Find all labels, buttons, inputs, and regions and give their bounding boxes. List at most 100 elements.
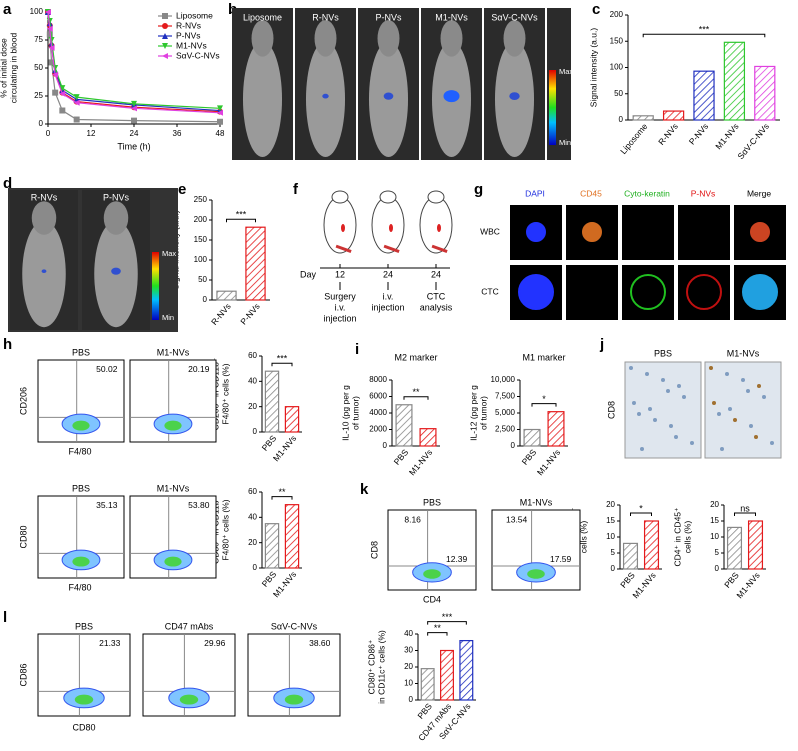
colorbar-min: Min: [559, 138, 571, 147]
y-axis-label: in CD11c⁺ cells (%): [376, 630, 386, 704]
column-label: Cyto-keratin: [624, 188, 670, 198]
mouse-body: [22, 220, 66, 328]
x-tick-label: PBS: [618, 570, 637, 590]
density-core: [72, 420, 90, 431]
step-label: i.v.: [383, 291, 394, 301]
legend-marker: [162, 53, 168, 59]
y-axis-label: CD206: [18, 387, 28, 415]
micrograph: [566, 265, 618, 320]
y-tick-label: 20: [710, 500, 719, 509]
density-core: [164, 556, 182, 567]
x-tick-label: M1-NVs: [713, 121, 740, 151]
y-tick-label: 150: [610, 36, 624, 45]
x-tick-label: 24: [130, 129, 139, 138]
nucleus: [640, 447, 644, 451]
x-axis-label: CD4: [423, 594, 441, 604]
y-tick-label: 25: [34, 91, 43, 100]
x-axis-label: CD80: [72, 722, 95, 732]
bar: [547, 411, 565, 447]
image-label: P-NVs: [375, 12, 402, 22]
significance-bracket: [427, 632, 448, 636]
y-tick-label: 8000: [369, 375, 387, 384]
plot-title: CD47 mAbs: [165, 621, 214, 631]
marker: [59, 107, 66, 114]
row-label: CTC: [481, 286, 498, 296]
x-axis-label: Time (h): [117, 141, 150, 151]
y-tick-label: 50: [614, 89, 623, 98]
step-label: Surgery: [324, 291, 356, 301]
y-tick-label: 15: [606, 516, 615, 525]
y-tick-label: 20: [248, 402, 257, 411]
series-line: [47, 11, 221, 114]
significance-bracket: [271, 362, 293, 367]
significance-bracket: [734, 512, 756, 516]
x-axis-label: F4/80: [68, 582, 91, 592]
plot-title: SαV-C-NVs: [271, 621, 318, 631]
y-tick-label: 0: [253, 563, 258, 572]
marker: [217, 118, 223, 125]
y-axis-label: CD80: [18, 525, 28, 548]
nucleus: [653, 418, 657, 422]
marker: [217, 105, 223, 112]
nucleus: [725, 372, 729, 376]
bar: [723, 41, 746, 121]
x-tick-label: 0: [46, 129, 51, 138]
nucleus: [712, 401, 716, 405]
image-label: M1-NVs: [435, 12, 468, 22]
column-label: DAPI: [525, 188, 545, 198]
bar: [747, 520, 764, 570]
histology: [624, 361, 702, 459]
x-tick-label: 12: [87, 129, 96, 138]
y-axis-label: F4/80⁺ cells (%): [220, 363, 230, 424]
y-tick-label: 75: [34, 35, 43, 44]
x-tick-label: 48: [216, 129, 225, 138]
step-label: analysis: [420, 302, 453, 312]
image-label: R-NVs: [312, 12, 339, 22]
mouse-head: [377, 20, 400, 57]
cell: [526, 222, 546, 242]
marker: [73, 94, 80, 101]
nucleus: [757, 384, 761, 388]
marker: [131, 100, 137, 107]
plot-title: PBS: [72, 483, 90, 493]
mouse-head: [103, 201, 129, 235]
syringe: [383, 244, 400, 253]
plot-title: PBS: [75, 621, 93, 631]
nucleus: [682, 395, 686, 399]
cell: [630, 274, 666, 310]
nucleus: [754, 435, 758, 439]
y-axis-label: circulating in blood: [8, 33, 18, 104]
legend-label: Liposome: [176, 10, 213, 20]
mouse-body: [242, 41, 283, 157]
plot-title: PBS: [423, 497, 441, 507]
y-tick-label: 100: [30, 7, 44, 16]
panel-letter: i: [355, 341, 359, 358]
y-axis-label: IL-12 (pg per g: [468, 385, 478, 441]
chart-title: M1 marker: [522, 352, 565, 362]
panel-letter: f: [293, 181, 299, 198]
y-tick-label: 40: [248, 376, 257, 385]
marker: [59, 85, 66, 92]
y-axis-label: of tumor): [350, 396, 360, 430]
x-tick-label: R-NVs: [209, 301, 233, 327]
bar: [420, 668, 435, 701]
y-axis-label: F4/80⁺ cells (%): [220, 499, 230, 560]
x-tick-label: PBS: [520, 447, 539, 467]
significance-label: ***: [699, 25, 710, 35]
gate-value: 17.59: [550, 554, 572, 564]
legend-label: P-NVs: [176, 30, 201, 40]
x-tick-label: M1-NVs: [407, 447, 434, 477]
marker: [45, 9, 51, 15]
y-tick-label: 0: [715, 564, 720, 573]
bar: [264, 370, 280, 433]
y-tick-label: 200: [194, 215, 208, 224]
x-tick-label: M1-NVs: [535, 447, 562, 477]
plot-title: M1-NVs: [157, 347, 190, 357]
column-label: Merge: [747, 188, 771, 198]
plot-title: PBS: [72, 347, 90, 357]
image-label: R-NVs: [31, 192, 58, 202]
nucleus: [709, 366, 713, 370]
nucleus: [661, 378, 665, 382]
gate-value: 38.60: [309, 638, 331, 648]
